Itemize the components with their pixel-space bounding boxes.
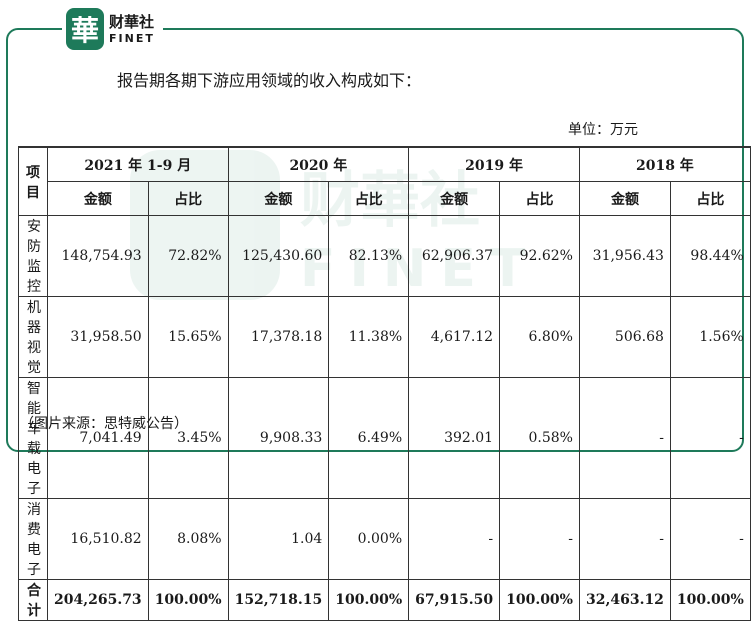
row-label: 安防监控 [18,215,48,297]
total-row: 合计 204,265.73 100.00% 152,718.15 100.00% 67,9… [18,579,751,621]
share-cell: 98.44% [669,215,751,297]
amount-cell: 204,265.73 [47,579,149,621]
amount-cell: 17,378.18 [227,296,330,378]
share-cell: 82.13% [328,215,410,297]
amount-cell: 31,956.43 [578,215,671,297]
header-row-periods: 项目 2021 年 1-9 月 2020 年 2019 年 2018 年 [18,146,751,216]
header-row-sub: 金额 占比 金额 占比 金额 占比 金额 占比 [19,181,751,216]
share-cell: 1.56% [669,296,751,378]
header-period: 2020 年 [227,146,410,182]
amount-cell: 392.01 [408,377,501,499]
share-cell: 72.82% [147,215,229,297]
share-cell: 11.38% [328,296,410,378]
amount-cell: 62,906.37 [408,215,501,297]
header-share: 占比 [147,181,229,216]
share-cell: 92.62% [499,215,580,297]
unit-label: 单位：万元 [568,122,638,138]
image-source-caption: （图片来源：思特威公告） [20,416,188,432]
header-share: 占比 [499,181,580,216]
header-amount: 金额 [227,181,330,216]
row-label: 机器视觉 [18,296,48,378]
share-cell: - [669,498,751,580]
amount-cell: 16,510.82 [47,498,149,580]
amount-cell: 7,041.49 [47,377,149,499]
logo-en: FINET [109,31,155,45]
header-amount: 金额 [578,181,671,216]
table-row: 安防监控 148,754.93 72.82% 125,430.60 82.13% 62,9… [18,215,751,297]
share-cell: - [499,498,580,580]
header-period: 2021 年 1-9 月 [47,146,229,182]
header-item: 项目 [18,146,48,216]
share-cell: 100.00% [328,579,410,621]
share-cell: 6.80% [499,296,580,378]
amount-cell: 506.68 [578,296,671,378]
table-row: 消费电子 16,510.82 8.08% 1.04 0.00% - - - - [18,498,751,580]
share-cell: 8.08% [147,498,229,580]
header-share: 占比 [328,181,410,216]
amount-cell: - [578,377,671,499]
amount-cell: 4,617.12 [408,296,501,378]
amount-cell: 152,718.15 [227,579,330,621]
amount-cell: 1.04 [227,498,330,580]
row-label: 合计 [18,579,48,621]
logo-cn: 财華社 [109,12,155,31]
share-cell: 0.58% [499,377,580,499]
revenue-table: 项目 2021 年 1-9 月 2020 年 2019 年 2018 年 金额 … [18,146,751,621]
logo-text: 财華社 FINET [109,12,155,45]
share-cell: 3.45% [147,377,229,499]
table-row: 智能车载电子 7,041.49 3.45% 9,908.33 6.49% 392.01 0.… [18,377,751,499]
table-row: 机器视觉 31,958.50 15.65% 17,378.18 11.38% 4,617.… [18,296,751,378]
logo-seal-icon: 華 [66,8,104,50]
amount-cell: 32,463.12 [578,579,671,621]
header-period: 2018 年 [578,146,751,182]
finet-logo: 華 财華社 FINET [62,8,163,50]
amount-cell: 31,958.50 [47,296,149,378]
share-cell: 0.00% [328,498,410,580]
amount-cell: 67,915.50 [408,579,501,621]
header-amount: 金额 [408,181,501,216]
share-cell: - [669,377,751,499]
share-cell: 100.00% [499,579,580,621]
share-cell: 15.65% [147,296,229,378]
amount-cell: - [578,498,671,580]
header-period: 2019 年 [408,146,580,182]
share-cell: 100.00% [147,579,229,621]
row-label: 智能车载电子 [18,377,48,499]
share-cell: 6.49% [328,377,410,499]
amount-cell: 9,908.33 [227,377,330,499]
row-label: 消费电子 [18,498,48,580]
header-amount: 金额 [47,181,149,216]
header-share: 占比 [669,181,751,216]
amount-cell: 148,754.93 [47,215,149,297]
intro-text: 报告期各期下游应用领域的收入构成如下： [117,71,422,90]
amount-cell: 125,430.60 [227,215,330,297]
share-cell: 100.00% [669,579,751,621]
amount-cell: - [408,498,501,580]
